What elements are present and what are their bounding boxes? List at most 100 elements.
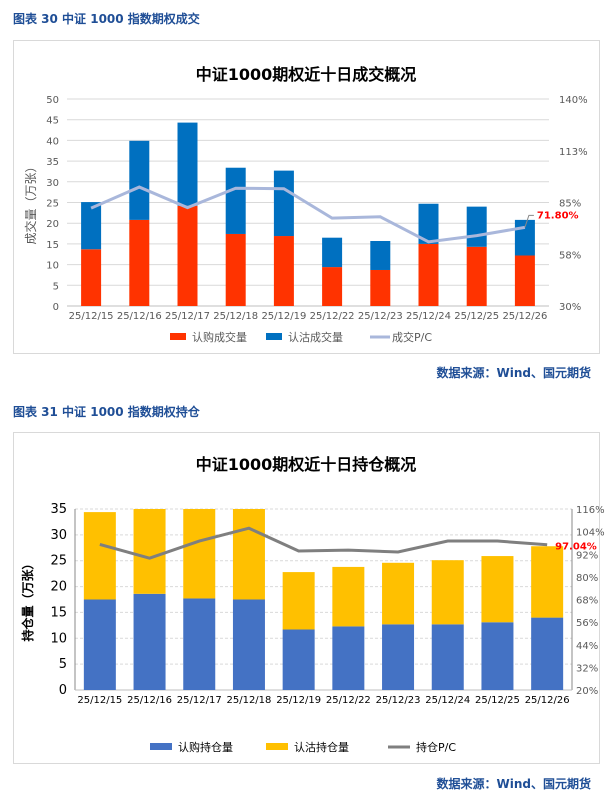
y-tick-label: 10 <box>46 261 59 272</box>
y-tick-label: 5 <box>53 281 59 292</box>
y2-tick-label: 116% <box>576 505 605 516</box>
legend-label: 成交P/C <box>392 330 432 344</box>
bar-call <box>431 624 464 690</box>
bar-call <box>514 255 535 306</box>
y2-tick-label: 30% <box>559 302 581 313</box>
x-tick-label: 25/12/23 <box>376 695 421 706</box>
bar-put <box>177 122 198 206</box>
bar-put <box>183 509 216 599</box>
y-tick-label: 45 <box>46 116 59 127</box>
bar-call <box>225 233 246 306</box>
x-tick-label: 25/12/22 <box>326 695 371 706</box>
y-tick-label: 35 <box>46 157 59 168</box>
figure1-caption: 图表 30 中证 1000 指数期权成交 <box>13 12 200 26</box>
y-tick-label: 0 <box>59 683 67 698</box>
x-tick-label: 25/12/19 <box>261 311 306 322</box>
legend-swatch <box>266 743 288 750</box>
bar-put <box>431 560 464 625</box>
bar-put <box>466 206 487 247</box>
chart-title: 中证1000期权近十日成交概况 <box>196 65 417 84</box>
y-tick-label: 20 <box>46 219 59 230</box>
bar-call <box>183 598 216 690</box>
figure1-source: 数据来源：Wind、国元期货 <box>436 366 591 380</box>
bar-put <box>481 556 514 623</box>
x-tick-label: 25/12/23 <box>358 311 403 322</box>
bar-call <box>232 599 265 690</box>
x-tick-label: 25/12/26 <box>502 311 547 322</box>
legend-swatch <box>150 743 172 750</box>
bar-put <box>332 566 365 627</box>
bar-put <box>282 572 315 630</box>
y-tick-label: 5 <box>59 657 67 672</box>
x-tick-label: 25/12/17 <box>177 695 222 706</box>
bar-put <box>129 140 150 220</box>
y2-tick-label: 113% <box>559 147 588 158</box>
y-tick-label: 40 <box>46 136 59 147</box>
y2-tick-label: 92% <box>576 550 598 561</box>
bar-put <box>273 170 294 237</box>
bar-call <box>382 624 415 690</box>
y-axis-label: 成交量（万张） <box>23 160 38 244</box>
bar-call <box>466 246 487 306</box>
y2-tick-label: 104% <box>576 528 605 539</box>
x-tick-label: 25/12/25 <box>475 695 520 706</box>
legend-label: 持仓P/C <box>416 740 456 754</box>
bar-put <box>225 167 246 234</box>
x-tick-label: 25/12/16 <box>117 311 162 322</box>
y-tick-label: 25 <box>50 554 67 569</box>
x-tick-label: 25/12/24 <box>425 695 470 706</box>
pc-line <box>90 185 526 244</box>
y-tick-label: 15 <box>50 605 67 620</box>
bar-call <box>418 243 439 306</box>
x-tick-label: 25/12/18 <box>226 695 271 706</box>
bar-call <box>282 629 315 690</box>
bar-call <box>481 622 514 690</box>
y2-tick-label: 68% <box>576 596 598 607</box>
bar-put <box>382 562 415 625</box>
bar-put <box>418 203 439 244</box>
y2-tick-label: 20% <box>576 686 598 697</box>
legend-label: 认沽成交量 <box>288 330 343 344</box>
legend-label: 认购成交量 <box>192 330 247 344</box>
bar-put <box>370 241 391 270</box>
bar-call <box>322 267 343 306</box>
pc-annotation: 71.80% <box>537 210 579 221</box>
y-tick-label: 30 <box>50 528 67 543</box>
bar-put <box>83 512 116 600</box>
legend-label: 认购持仓量 <box>178 740 233 754</box>
legend-swatch <box>266 333 282 340</box>
x-tick-label: 25/12/15 <box>69 311 114 322</box>
legend-label: 认沽持仓量 <box>294 740 349 754</box>
bar-call <box>273 236 294 306</box>
x-tick-label: 25/12/24 <box>406 311 451 322</box>
figure2-source: 数据来源：Wind、国元期货 <box>436 777 591 791</box>
bar-put <box>322 237 343 268</box>
pc-annotation: 97.04% <box>555 542 597 553</box>
annotation-leader <box>524 214 534 228</box>
x-tick-label: 25/12/22 <box>310 311 355 322</box>
y-tick-label: 35 <box>50 502 67 517</box>
bar-put <box>232 509 265 600</box>
x-tick-label: 25/12/18 <box>213 311 258 322</box>
y-axis-label: 持仓量（万张） <box>20 557 35 641</box>
x-tick-label: 25/12/16 <box>127 695 172 706</box>
bar-call <box>177 205 198 306</box>
bar-call <box>332 626 365 690</box>
bar-put <box>133 509 166 594</box>
x-tick-label: 25/12/26 <box>525 695 570 706</box>
y-tick-label: 15 <box>46 240 59 251</box>
bar-put <box>531 546 564 618</box>
y-tick-label: 0 <box>53 302 59 313</box>
y2-tick-label: 32% <box>576 663 598 674</box>
bar-put <box>514 219 535 256</box>
y2-tick-label: 85% <box>559 199 581 210</box>
y2-tick-label: 44% <box>576 641 598 652</box>
figure2-caption: 图表 31 中证 1000 指数期权持仓 <box>13 405 200 419</box>
y-tick-label: 50 <box>46 95 59 106</box>
y2-tick-label: 80% <box>576 573 598 584</box>
chart-2: 中证1000期权近十日持仓概况 0 5 10 15 20 25 30 35 20% 32% 44% 56… <box>20 455 605 754</box>
x-tick-label: 25/12/25 <box>454 311 499 322</box>
legend-swatch <box>170 333 186 340</box>
chart-1: 中证1000期权近十日成交概况 0 5 10 15 20 25 30 35 40 45 50 30% 58… <box>23 65 588 344</box>
